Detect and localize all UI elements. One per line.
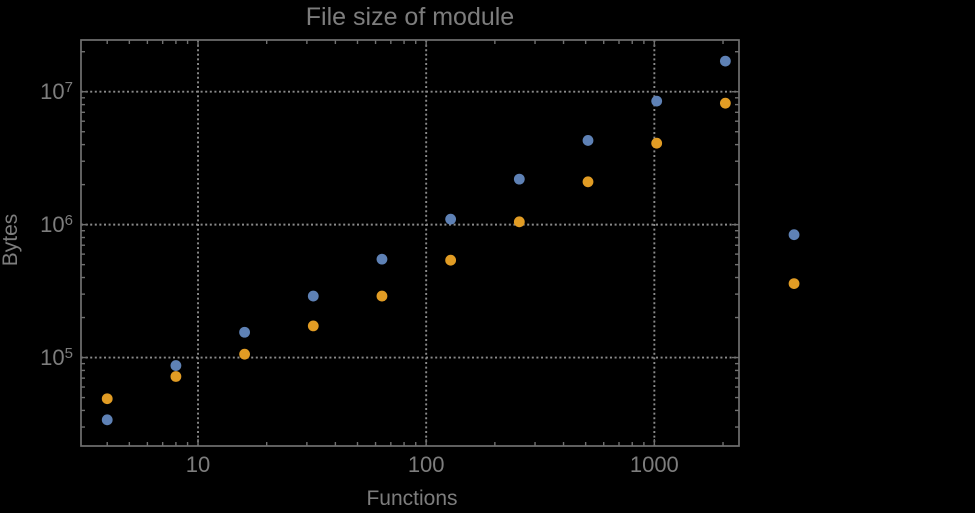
data-point-blue xyxy=(170,360,182,371)
plot-title: File size of module xyxy=(305,3,515,31)
data-point-orange xyxy=(376,290,388,302)
data-point-orange xyxy=(582,176,594,188)
data-point-orange xyxy=(101,393,113,405)
data-point-blue xyxy=(239,326,250,338)
data-point-orange xyxy=(445,254,457,266)
data-point-orange xyxy=(170,371,182,382)
data-point-blue xyxy=(307,290,319,302)
data-point-blue xyxy=(651,95,663,107)
data-point-blue xyxy=(445,213,457,225)
data-point-blue xyxy=(376,253,388,265)
data-point-orange xyxy=(719,97,731,109)
data-point-blue xyxy=(513,173,525,185)
data-point-orange xyxy=(239,348,250,360)
data-point-blue xyxy=(788,229,800,241)
data-point-orange xyxy=(513,216,525,228)
data-point-orange xyxy=(788,278,800,290)
plot-frame xyxy=(80,39,740,447)
data-point-orange xyxy=(651,137,663,149)
data-point-blue xyxy=(582,135,594,146)
data-point-orange xyxy=(307,320,319,332)
data-point-blue xyxy=(101,414,113,426)
x-axis-label: Functions xyxy=(366,487,458,510)
data-point-blue xyxy=(719,55,731,67)
